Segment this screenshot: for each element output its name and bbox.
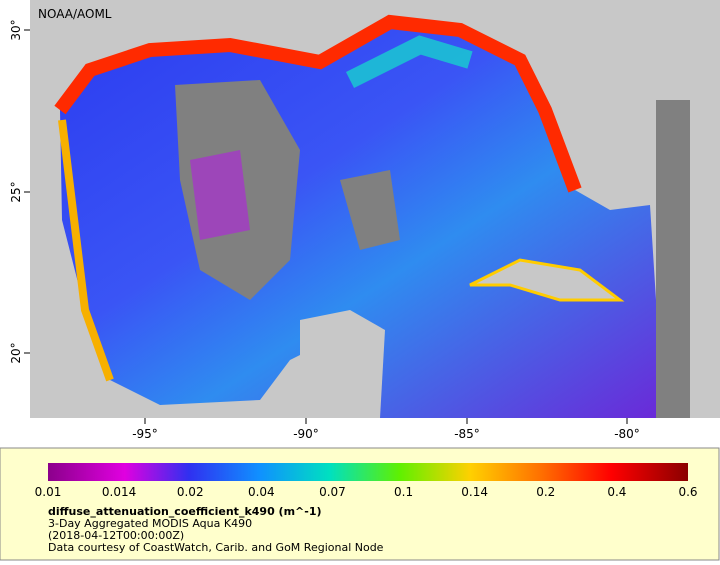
lon-label: -80° xyxy=(614,427,640,441)
legend-variable: diffuse_attenuation_coefficient_k490 (m^… xyxy=(48,505,322,518)
colorbar-label: 0.014 xyxy=(102,485,136,499)
colorbar-label: 0.02 xyxy=(177,485,204,499)
coastal-band xyxy=(58,119,114,382)
colorbar-label: 0.04 xyxy=(248,485,275,499)
colorbar-label: 0.01 xyxy=(35,485,62,499)
legend-title: 3-Day Aggregated MODIS Aqua K490 xyxy=(48,517,252,530)
plume xyxy=(345,35,473,89)
colorbar-label: 0.14 xyxy=(461,485,488,499)
map-area: NOAA/AOML xyxy=(30,0,720,418)
data-gap xyxy=(340,170,400,250)
lat-label: 20° xyxy=(9,342,23,363)
lon-label: -90° xyxy=(293,427,319,441)
yucatan xyxy=(300,310,385,418)
colorbar-label: 0.2 xyxy=(536,485,555,499)
data-gap xyxy=(656,100,690,418)
colorbar-label: 0.07 xyxy=(319,485,346,499)
colorbar-label: 0.4 xyxy=(607,485,626,499)
lat-label: 25° xyxy=(9,181,23,202)
lat-label: 30° xyxy=(9,19,23,40)
legend-source: Data courtesy of CoastWatch, Carib. and … xyxy=(48,541,384,554)
colorbar xyxy=(48,463,688,481)
lon-label: -85° xyxy=(454,427,480,441)
legend-date: (2018-04-12T00:00:00Z) xyxy=(48,529,184,542)
florida xyxy=(560,60,640,170)
credit: NOAA/AOML xyxy=(38,7,112,21)
colorbar-label: 0.1 xyxy=(394,485,413,499)
coastal-band xyxy=(54,14,582,193)
lon-label: -95° xyxy=(132,427,158,441)
clear-water xyxy=(190,150,250,240)
cuba xyxy=(469,258,625,302)
colorbar-label: 0.6 xyxy=(678,485,697,499)
